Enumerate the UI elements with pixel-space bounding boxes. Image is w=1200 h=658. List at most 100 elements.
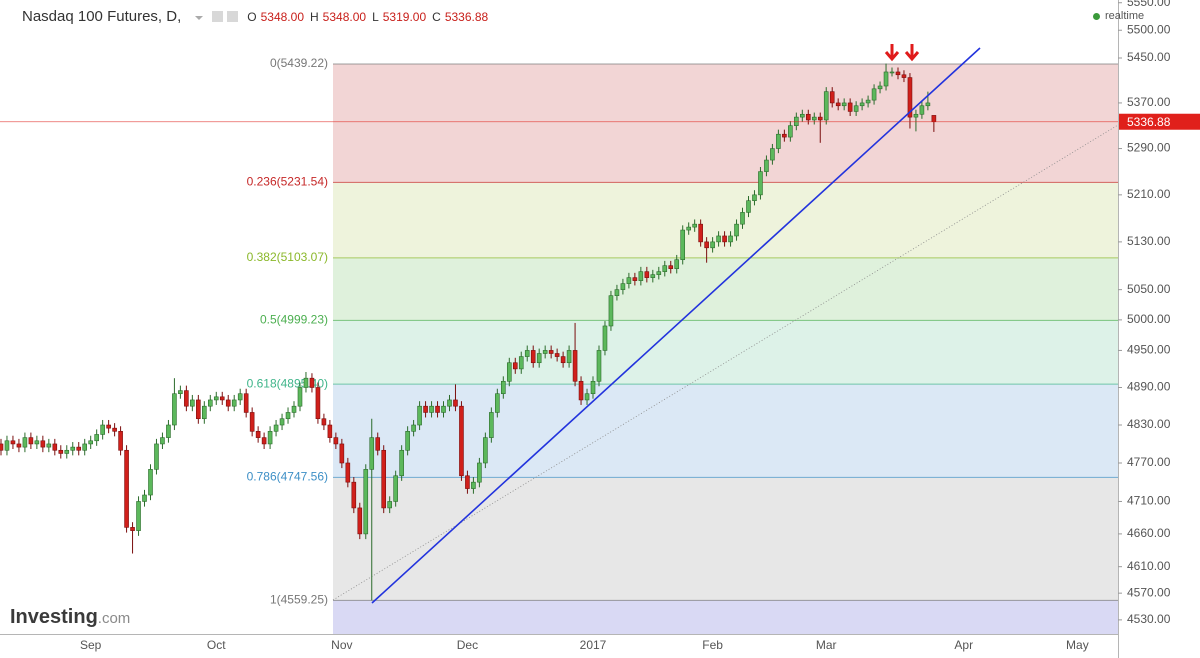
candle-body-down (124, 449, 129, 528)
candle-body-down (560, 356, 566, 364)
fib-band (333, 384, 1118, 478)
candle-body-down (16, 443, 22, 448)
candle-body-up (477, 462, 482, 483)
candle-body-down (118, 431, 123, 451)
candle-body-down (512, 362, 518, 370)
fib-label: 0(5439.22) (270, 56, 328, 70)
axes-layer: Sep Oct Nov Dec 2017 Feb Mar Apr May 5550.00 5500.… (80, 0, 1200, 652)
symbol-title: Nasdaq 100 Futures, D, (22, 8, 182, 25)
candle-body-up (4, 440, 10, 451)
candle-layer (0, 63, 1118, 601)
candle-body-down (835, 102, 841, 107)
y-tick-label: 4770.00 (1127, 455, 1171, 469)
x-tick-label: May (1066, 638, 1089, 652)
candle-body-up (650, 274, 656, 278)
y-tick-label: 5550.00 (1127, 0, 1171, 9)
candle-body-up (190, 399, 195, 407)
candle-body-down (465, 475, 470, 489)
candle-body-down (243, 393, 249, 413)
price-axis-panel (1118, 0, 1200, 658)
candle-body-up (788, 125, 793, 138)
status: realtime (1093, 10, 1144, 22)
candle-body-up (620, 283, 626, 290)
candle-body-down (530, 350, 536, 364)
hide-icon[interactable] (227, 11, 238, 22)
fib-band (333, 320, 1118, 385)
x-tick-label: Apr (954, 638, 973, 652)
candle-body-down (805, 113, 811, 121)
candle-body-down (931, 115, 937, 123)
candle-body-up (758, 171, 763, 196)
candle-body-up (811, 116, 817, 121)
candle-body-up (716, 235, 721, 243)
candle-body-up (752, 194, 757, 201)
candle-body-up (279, 418, 285, 426)
candle-body-up (596, 350, 602, 382)
y-tick-label: 5450.00 (1127, 50, 1171, 64)
candle-body-up (178, 390, 183, 395)
candle-body-down (10, 440, 16, 445)
candle-body-down (375, 437, 381, 451)
settings-icon[interactable] (212, 11, 223, 22)
fib-band (333, 477, 1118, 601)
candle-body-up (680, 229, 686, 261)
candle-body-up (674, 259, 680, 269)
candle-body-down (196, 399, 201, 420)
x-tick-label: 2017 (580, 638, 607, 652)
candle-body-up (728, 235, 733, 243)
candle-body-down (309, 377, 315, 388)
y-tick-label: 4890.00 (1127, 380, 1171, 394)
candle-body-up (447, 399, 452, 407)
candle-body-up (399, 449, 404, 477)
candle-body-down (249, 412, 255, 432)
candle-body-down (704, 241, 709, 249)
y-tick-label: 4610.00 (1127, 559, 1171, 573)
candle-body-up (841, 102, 847, 107)
candle-body-down (435, 405, 440, 413)
candle-body-up (154, 443, 159, 470)
fib-band (333, 600, 1118, 634)
candle-body-down (782, 133, 787, 138)
candle-body-up (710, 241, 715, 249)
y-tick-label: 4570.00 (1127, 585, 1171, 599)
candle-body-down (351, 481, 357, 509)
header: Nasdaq 100 Futures, D, O 5348.00 H 5348.00… (22, 8, 488, 25)
candle-body-up (536, 353, 542, 364)
candle-body-up (393, 475, 398, 502)
logo: Investing .com (10, 606, 130, 629)
candle-body-up (518, 356, 524, 370)
status-text: realtime (1105, 10, 1145, 22)
candle-body-down (52, 443, 58, 451)
ohlc-key: C (432, 9, 441, 24)
candle-body-up (877, 85, 883, 90)
candle-body-down (255, 431, 261, 438)
ohlc-value: 5319.00 (382, 9, 427, 24)
dropdown-icon[interactable] (195, 16, 203, 20)
candle-body-up (626, 277, 632, 284)
candle-body-up (770, 148, 775, 161)
y-tick-label: 5050.00 (1127, 282, 1171, 296)
last-price-box (1119, 113, 1200, 130)
candle-body-up (584, 393, 590, 401)
candle-body-up (231, 399, 237, 407)
y-tick-label: 4950.00 (1127, 343, 1171, 357)
candle-body-down (644, 271, 650, 278)
candle-body-down (112, 427, 117, 432)
ohlc-value: 5348.00 (260, 9, 304, 24)
candle-body-up (542, 350, 548, 354)
candle-body-up (297, 387, 303, 407)
candle-body-up (656, 271, 662, 275)
candle-body-up (662, 265, 668, 272)
fib-band (333, 64, 1118, 183)
candle-body-down (847, 102, 853, 112)
fib-label: 0.786(4747.56) (247, 469, 328, 483)
candle-body-up (853, 105, 859, 112)
candle-body-up (913, 113, 919, 118)
candle-body-up (441, 405, 446, 413)
candle-body-up (88, 440, 93, 445)
logo-text: Investing (10, 606, 98, 628)
candle-body-down (632, 277, 638, 281)
fib-label: 0.5(4999.23) (260, 313, 328, 327)
candle-body-up (172, 393, 177, 426)
